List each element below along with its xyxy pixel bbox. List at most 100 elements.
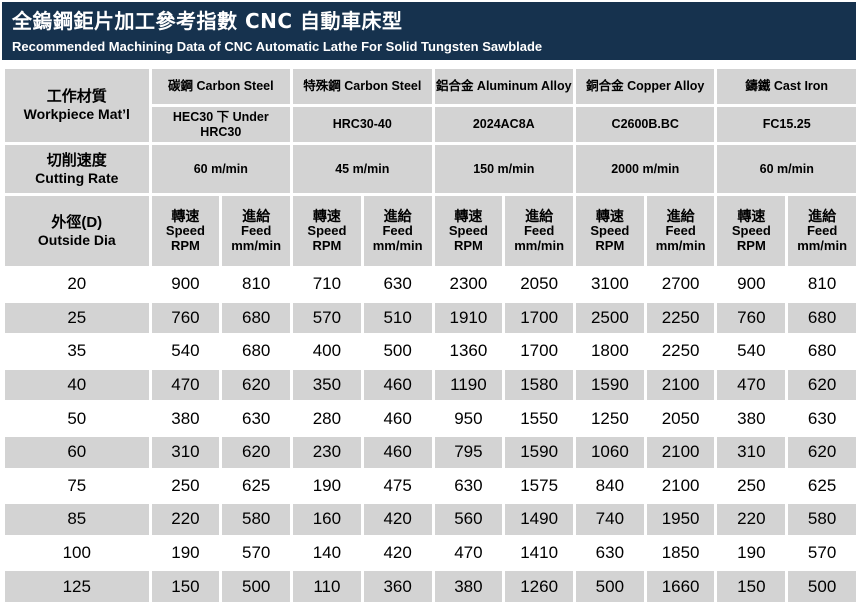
workpiece-label-zh: 工作材質 [46, 88, 107, 106]
feed-header-unit: mm/min [655, 238, 706, 254]
feed-header-unit: mm/min [797, 238, 848, 254]
speed-header-unit: RPM [595, 238, 625, 254]
table-row: 20 900 810 710 630 2300 2050 3100 2700 900 810 [5, 269, 856, 300]
title-banner: 全鎢鋼鉅片加工參考指數 CNC 自動車床型 Recommended Machin… [2, 2, 856, 60]
speed-rpm-value: 3100 [576, 269, 644, 300]
speed-header-cell: 轉速 Speed RPM [576, 196, 644, 266]
feed-value: 1700 [505, 336, 573, 367]
speed-rpm-value: 280 [293, 403, 361, 434]
speed-rpm-value: 2500 [576, 302, 644, 334]
speed-rpm-value: 1190 [434, 369, 503, 401]
machining-data-table: 工作材質 Workpiece Mat’l 碳鋼 Carbon Steel 特殊鋼… [2, 66, 859, 605]
speed-feed-header-row: 外徑(D) Outside Dia 轉速 Speed RPM 進給 Feed mm/min… [5, 196, 856, 266]
outside-dia-value: 125 [5, 571, 149, 602]
speed-header-unit: RPM [453, 238, 483, 254]
outside-dia-value: 85 [5, 504, 149, 535]
feed-value: 460 [363, 369, 432, 401]
feed-value: 2100 [646, 470, 715, 502]
feed-value: 500 [363, 336, 432, 367]
feed-value: 810 [788, 269, 856, 300]
speed-header-en: Speed [448, 223, 488, 239]
outside-dia-value: 75 [5, 470, 149, 502]
material-grade: HEC30 下 Under HRC30 [151, 107, 291, 142]
feed-value: 1575 [505, 470, 573, 502]
speed-header-unit: RPM [170, 238, 200, 254]
workpiece-label-en: Workpiece Mat’l [23, 106, 130, 123]
speed-rpm-value: 950 [434, 403, 503, 434]
speed-rpm-value: 350 [293, 369, 361, 401]
speed-rpm-value: 560 [434, 504, 503, 535]
speed-rpm-value: 760 [717, 302, 786, 334]
cutting-rate-label-cell: 切削速度 Cutting Rate [5, 145, 149, 193]
speed-rpm-value: 160 [293, 504, 361, 535]
outside-dia-value: 35 [5, 336, 149, 367]
speed-header-zh: 轉速 [171, 208, 200, 225]
outside-dia-value: 50 [5, 403, 149, 434]
feed-header-zh: 進給 [242, 208, 271, 225]
feed-header-zh: 進給 [383, 208, 412, 225]
speed-rpm-value: 310 [151, 436, 220, 468]
speed-rpm-value: 2300 [434, 269, 503, 300]
feed-header-cell: 進給 Feed mm/min [646, 196, 715, 266]
speed-rpm-value: 380 [151, 403, 220, 434]
feed-value: 625 [222, 470, 291, 502]
speed-rpm-value: 900 [151, 269, 220, 300]
table-row: 40 470 620 350 460 1190 1580 1590 2100 470 620 [5, 369, 856, 401]
outside-dia-value: 40 [5, 369, 149, 401]
outside-dia-label-cell: 外徑(D) Outside Dia [5, 196, 149, 266]
speed-header-zh: 轉速 [737, 208, 766, 225]
feed-value: 1950 [646, 504, 715, 535]
speed-rpm-value: 380 [434, 571, 503, 602]
feed-value: 460 [363, 436, 432, 468]
workpiece-label-cell: 工作材質 Workpiece Mat’l [5, 69, 149, 142]
speed-rpm-value: 150 [151, 571, 220, 602]
feed-value: 2250 [646, 336, 715, 367]
speed-rpm-value: 190 [151, 537, 220, 569]
speed-rpm-value: 500 [576, 571, 644, 602]
feed-header-zh: 進給 [808, 208, 837, 225]
speed-header-cell: 轉速 Speed RPM [434, 196, 503, 266]
feed-value: 360 [363, 571, 432, 602]
material-grade: FC15.25 [717, 107, 856, 142]
feed-value: 680 [222, 302, 291, 334]
speed-rpm-value: 400 [293, 336, 361, 367]
table-row: 50 380 630 280 460 950 1550 1250 2050 380 630 [5, 403, 856, 434]
speed-rpm-value: 1250 [576, 403, 644, 434]
outside-dia-value: 100 [5, 537, 149, 569]
feed-value: 810 [222, 269, 291, 300]
speed-header-zh: 轉速 [454, 208, 483, 225]
feed-header-zh: 進給 [525, 208, 554, 225]
feed-value: 460 [363, 403, 432, 434]
feed-value: 1550 [505, 403, 573, 434]
title-chinese: 全鎢鋼鉅片加工參考指數 CNC 自動車床型 [12, 9, 403, 33]
cutting-rate: 60 m/min [717, 145, 856, 193]
material-name: 碳鋼 Carbon Steel [151, 69, 291, 104]
feed-value: 2100 [646, 369, 715, 401]
speed-rpm-value: 1590 [576, 369, 644, 401]
feed-header-cell: 進給 Feed mm/min [788, 196, 856, 266]
speed-header-en: Speed [307, 223, 347, 239]
table-row: 25 760 680 570 510 1910 1700 2500 2250 760 680 [5, 302, 856, 334]
speed-header-unit: RPM [312, 238, 342, 254]
cutting-rate: 150 m/min [434, 145, 573, 193]
speed-header-zh: 轉速 [595, 208, 624, 225]
feed-value: 580 [222, 504, 291, 535]
speed-rpm-value: 310 [717, 436, 786, 468]
feed-value: 500 [222, 571, 291, 602]
feed-header-en: Feed [382, 223, 413, 239]
cutting-rate-row: 切削速度 Cutting Rate 60 m/min 45 m/min 150 … [5, 145, 856, 193]
material-name: 鋁合金 Aluminum Alloy [434, 69, 573, 104]
feed-header-cell: 進給 Feed mm/min [222, 196, 291, 266]
feed-header-en: Feed [806, 223, 838, 239]
feed-header-en: Feed [241, 223, 272, 239]
feed-value: 620 [788, 369, 856, 401]
speed-rpm-value: 470 [434, 537, 503, 569]
cutting-rate: 2000 m/min [576, 145, 715, 193]
cutting-rate: 45 m/min [293, 145, 432, 193]
table-row: 100 190 570 140 420 470 1410 630 1850 190 570 [5, 537, 856, 569]
speed-rpm-value: 570 [293, 302, 361, 334]
speed-header-en: Speed [165, 223, 205, 239]
feed-header-en: Feed [523, 223, 555, 239]
speed-rpm-value: 470 [717, 369, 786, 401]
cutting-rate-label-zh: 切削速度 [46, 151, 107, 169]
